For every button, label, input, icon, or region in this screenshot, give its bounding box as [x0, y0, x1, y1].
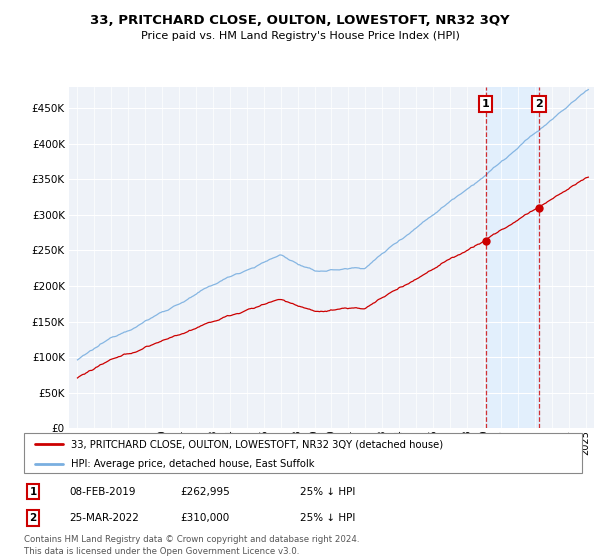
- Text: 33, PRITCHARD CLOSE, OULTON, LOWESTOFT, NR32 3QY: 33, PRITCHARD CLOSE, OULTON, LOWESTOFT, …: [90, 14, 510, 27]
- Text: 2: 2: [535, 99, 543, 109]
- Text: 08-FEB-2019: 08-FEB-2019: [69, 487, 136, 497]
- Bar: [485, 87, 539, 428]
- Text: 25% ↓ HPI: 25% ↓ HPI: [300, 487, 355, 497]
- Text: 33, PRITCHARD CLOSE, OULTON, LOWESTOFT, NR32 3QY (detached house): 33, PRITCHARD CLOSE, OULTON, LOWESTOFT, …: [71, 439, 443, 449]
- Text: 2: 2: [29, 513, 37, 523]
- Text: 1: 1: [29, 487, 37, 497]
- Text: £262,995: £262,995: [180, 487, 230, 497]
- Text: 1: 1: [482, 99, 490, 109]
- Text: 25% ↓ HPI: 25% ↓ HPI: [300, 513, 355, 523]
- Text: 25-MAR-2022: 25-MAR-2022: [69, 513, 139, 523]
- Text: HPI: Average price, detached house, East Suffolk: HPI: Average price, detached house, East…: [71, 459, 315, 469]
- FancyBboxPatch shape: [24, 433, 582, 473]
- Text: Contains HM Land Registry data © Crown copyright and database right 2024.
This d: Contains HM Land Registry data © Crown c…: [24, 535, 359, 556]
- Text: £310,000: £310,000: [180, 513, 229, 523]
- Text: Price paid vs. HM Land Registry's House Price Index (HPI): Price paid vs. HM Land Registry's House …: [140, 31, 460, 41]
